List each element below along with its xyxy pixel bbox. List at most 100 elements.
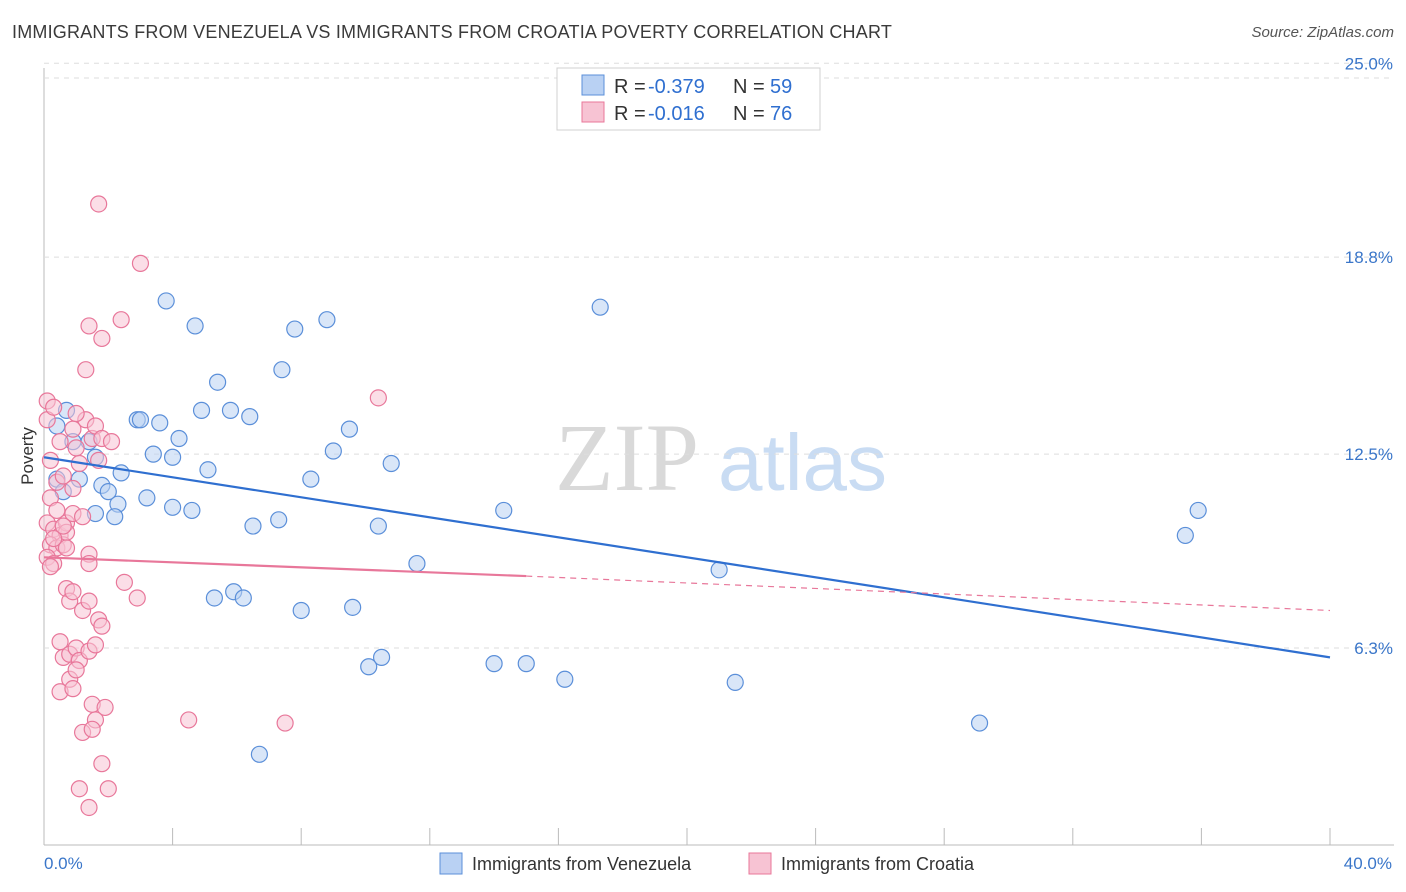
point-croatia <box>45 398 63 416</box>
legend-n-label-croatia: N = <box>733 103 765 125</box>
point-venezuela <box>408 554 426 573</box>
y-tick-labels: 6.3% 12.5% 18.8% 25.0% <box>1345 54 1393 658</box>
trend-lines <box>43 456 1331 659</box>
legend-n-value-croatia: 76 <box>770 103 792 125</box>
point-venezuela <box>324 442 342 460</box>
point-venezuela <box>199 461 217 479</box>
point-venezuela <box>302 470 320 488</box>
point-croatia <box>67 404 85 423</box>
point-croatia <box>64 583 82 601</box>
point-croatia <box>54 467 72 485</box>
point-croatia <box>41 558 60 576</box>
point-croatia <box>83 720 101 738</box>
point-croatia <box>369 389 387 407</box>
trend-line-croatia <box>43 556 527 578</box>
point-croatia <box>180 711 198 729</box>
legend-r-label-croatia: R = <box>614 103 646 125</box>
point-venezuela <box>591 298 609 316</box>
point-venezuela <box>151 414 169 432</box>
x-ticks <box>43 828 1331 845</box>
point-venezuela <box>970 714 989 732</box>
point-venezuela <box>250 745 269 763</box>
point-croatia <box>276 714 294 732</box>
point-venezuela <box>186 317 204 335</box>
point-croatia <box>67 661 85 679</box>
point-venezuela <box>164 498 182 516</box>
point-venezuela <box>286 320 304 338</box>
point-venezuela <box>234 589 252 607</box>
gridlines <box>44 62 1394 649</box>
data-points <box>38 195 1207 817</box>
point-venezuela <box>170 429 188 448</box>
point-croatia <box>77 361 95 379</box>
point-venezuela <box>344 598 362 616</box>
point-croatia <box>64 680 82 698</box>
point-croatia <box>93 617 111 635</box>
point-croatia <box>102 433 121 451</box>
point-croatia <box>115 573 133 591</box>
y-tick-label: 12.5% <box>1345 445 1393 464</box>
point-venezuela <box>209 373 227 391</box>
point-croatia <box>80 317 98 335</box>
point-venezuela <box>273 361 291 379</box>
legend-n-label-venezuela: N = <box>733 76 765 98</box>
point-venezuela <box>221 401 240 419</box>
point-croatia <box>41 451 60 469</box>
point-croatia <box>73 508 92 526</box>
point-venezuela <box>244 517 262 535</box>
y-tick-label: 6.3% <box>1354 639 1393 658</box>
point-croatia <box>112 311 130 329</box>
point-croatia <box>54 517 72 535</box>
point-venezuela <box>1189 501 1207 520</box>
point-venezuela <box>144 445 162 463</box>
y-tick-label: 18.8% <box>1345 248 1393 267</box>
point-venezuela <box>340 420 359 438</box>
point-venezuela <box>205 589 223 607</box>
point-croatia <box>48 501 66 520</box>
point-croatia <box>67 439 85 457</box>
point-croatia <box>93 755 111 773</box>
point-venezuela <box>556 670 574 688</box>
legend: R = -0.379 N = 59 R = -0.016 N = 76 <box>556 67 821 131</box>
bottom-legend-swatch-croatia <box>748 852 772 875</box>
legend-r-label-venezuela: R = <box>614 76 646 98</box>
point-croatia <box>80 798 98 817</box>
point-croatia <box>96 698 114 717</box>
legend-r-value-venezuela: -0.379 <box>648 76 705 98</box>
point-croatia <box>131 254 150 272</box>
point-venezuela <box>372 648 391 666</box>
legend-swatch-venezuela <box>581 74 605 96</box>
legend-swatch-croatia <box>581 101 605 123</box>
point-venezuela <box>1176 526 1194 545</box>
chart-title: IMMIGRANTS FROM VENEZUELA VS IMMIGRANTS … <box>12 22 893 42</box>
point-venezuela <box>382 454 400 473</box>
point-venezuela <box>726 673 744 692</box>
bottom-legend-swatch-venezuela <box>439 852 463 875</box>
point-croatia <box>57 539 76 557</box>
point-venezuela <box>192 401 211 419</box>
point-croatia <box>128 589 146 607</box>
point-venezuela <box>318 311 336 329</box>
bottom-legend-label-croatia: Immigrants from Croatia <box>781 854 975 874</box>
point-croatia <box>86 636 105 654</box>
point-venezuela <box>360 658 378 676</box>
legend-n-value-venezuela: 59 <box>770 76 792 98</box>
point-venezuela <box>106 508 124 526</box>
point-croatia <box>45 529 63 548</box>
point-croatia <box>51 433 69 451</box>
bottom-legend: Immigrants from Venezuela Immigrants fro… <box>439 852 975 875</box>
point-venezuela <box>183 501 201 520</box>
point-venezuela <box>131 411 150 429</box>
x-tick-label-max: 40.0% <box>1344 854 1392 873</box>
x-tick-label-min: 0.0% <box>44 854 83 873</box>
point-venezuela <box>157 292 175 310</box>
point-venezuela <box>495 501 513 520</box>
point-croatia <box>64 479 82 498</box>
watermark-atlas: atlas <box>718 418 887 507</box>
point-venezuela <box>99 483 117 501</box>
point-croatia <box>90 195 108 213</box>
watermark-zip: ZIP <box>555 404 699 511</box>
trend-line-venezuela <box>43 456 1331 659</box>
bottom-legend-label-venezuela: Immigrants from Venezuela <box>472 854 692 874</box>
